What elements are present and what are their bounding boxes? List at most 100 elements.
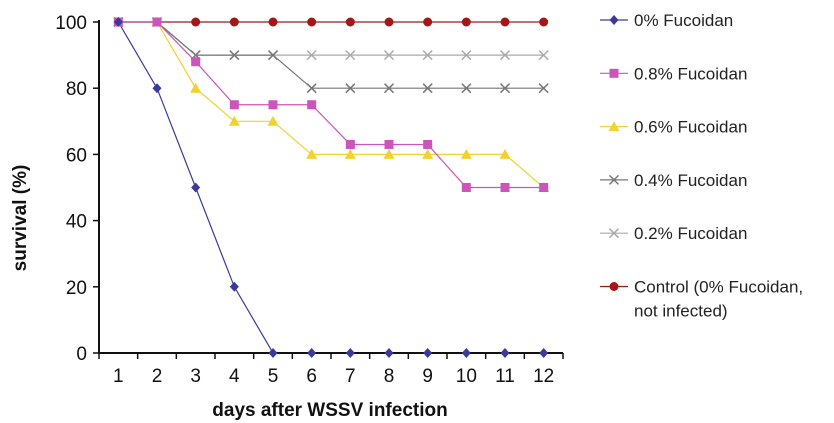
legend-marker	[609, 15, 619, 25]
x-marker-stroke	[345, 50, 356, 61]
series-line-0-2-fucoidan	[118, 21, 544, 56]
data-point-control-0-fucoidan	[191, 17, 201, 27]
data-point-0-8-fucoidan	[345, 139, 355, 149]
legend-marker	[608, 228, 620, 239]
legend-item-0-2-fucoidan: 0.2% Fucoidan	[600, 224, 747, 243]
legend-label: 0.4% Fucoidan	[634, 171, 747, 190]
data-point-control-0-fucoidan	[345, 17, 355, 27]
data-point-0-8-fucoidan	[268, 100, 278, 110]
data-point-0-6-fucoidan	[499, 148, 511, 159]
legend-label-line: 0.2% Fucoidan	[634, 224, 747, 243]
data-point-control-0-fucoidan	[539, 17, 549, 27]
y-tick-label: 60	[66, 145, 87, 166]
data-point-0-8-fucoidan	[461, 183, 471, 192]
data-point-control-0-fucoidan	[500, 17, 510, 27]
x-marker-stroke	[306, 50, 317, 61]
data-point-0-8-fucoidan	[539, 183, 549, 192]
data-point-0-8-fucoidan	[307, 100, 317, 110]
x-marker-stroke	[267, 50, 279, 61]
x-axis-title: days after WSSV infection	[212, 400, 447, 421]
legend-item-0-8-fucoidan: 0.8% Fucoidan	[600, 64, 747, 83]
legend-marker	[608, 121, 620, 132]
x-tick-label: 11	[495, 366, 515, 387]
x-tick-label: 1	[113, 366, 124, 387]
data-point-0-fucoidan	[345, 348, 355, 358]
legend-label: Control (0% Fucoidan, not infected)	[634, 278, 803, 321]
legend-label: 0.6% Fucoidan	[634, 118, 747, 137]
plot-area	[117, 21, 545, 354]
series-markers	[112, 16, 550, 358]
data-point-0-4-fucoidan	[422, 83, 433, 94]
data-point-0-6-fucoidan	[383, 148, 395, 159]
series-line-0-8-fucoidan	[118, 21, 544, 189]
data-point-0-8-fucoidan	[500, 183, 510, 192]
x-marker-stroke	[461, 50, 472, 61]
legend-marker	[609, 282, 619, 291]
legend-label: 0.2% Fucoidan	[634, 224, 747, 243]
legend-label: 0% Fucoidan	[634, 11, 733, 30]
data-point-0-8-fucoidan	[384, 139, 394, 149]
data-point-control-0-fucoidan	[384, 17, 394, 27]
x-tick-label: 5	[268, 366, 279, 387]
data-point-control-0-fucoidan	[229, 17, 239, 27]
x-marker-stroke	[499, 83, 511, 94]
data-point-0-2-fucoidan	[345, 50, 356, 61]
data-point-0-4-fucoidan	[383, 83, 395, 94]
data-point-0-4-fucoidan	[306, 83, 317, 94]
data-point-control-0-fucoidan	[423, 17, 433, 27]
y-tick-label: 100	[55, 13, 87, 34]
x-tick-label: 10	[456, 366, 477, 387]
legend-label-line: 0% Fucoidan	[634, 11, 733, 30]
data-point-control-0-fucoidan	[461, 17, 471, 27]
data-point-0-6-fucoidan	[306, 148, 318, 159]
legend-label-line: Control (0% Fucoidan,	[634, 278, 803, 297]
x-marker-stroke	[538, 83, 549, 94]
legend-label-line: 0.8% Fucoidan	[634, 64, 747, 83]
x-marker-stroke	[538, 50, 549, 61]
legend-label-line: not infected)	[634, 302, 728, 321]
data-point-0-6-fucoidan	[344, 148, 356, 159]
data-point-0-8-fucoidan	[229, 100, 239, 110]
data-point-0-2-fucoidan	[461, 50, 472, 61]
x-marker-stroke	[383, 50, 395, 61]
x-marker-stroke	[422, 50, 433, 61]
data-point-0-4-fucoidan	[461, 83, 472, 94]
x-marker-stroke	[306, 83, 317, 94]
data-point-0-8-fucoidan	[152, 17, 162, 27]
x-tick-label: 4	[229, 366, 240, 387]
data-point-0-4-fucoidan	[229, 50, 240, 61]
y-tick-label: 0	[76, 344, 87, 365]
data-point-0-2-fucoidan	[538, 50, 549, 61]
x-marker-stroke	[499, 50, 511, 61]
data-point-0-fucoidan	[539, 348, 549, 358]
x-marker-stroke	[608, 228, 620, 239]
data-point-0-fucoidan	[113, 17, 123, 27]
y-axis-title: survival (%)	[10, 165, 31, 272]
data-point-0-fucoidan	[500, 348, 510, 358]
x-tick-label: 2	[152, 366, 163, 387]
data-point-0-fucoidan	[461, 348, 471, 358]
y-tick-label: 40	[66, 212, 87, 233]
legend-item-0-6-fucoidan: 0.6% Fucoidan	[600, 118, 747, 137]
data-point-0-fucoidan	[268, 348, 278, 358]
data-point-0-4-fucoidan	[538, 83, 549, 94]
legend-item-0-fucoidan: 0% Fucoidan	[600, 11, 733, 30]
series-line-0-6-fucoidan	[118, 21, 545, 188]
data-point-0-8-fucoidan	[191, 57, 201, 67]
data-point-0-4-fucoidan	[267, 50, 279, 61]
x-marker-stroke	[422, 83, 433, 94]
data-point-0-2-fucoidan	[306, 50, 317, 61]
legend: 0% Fucoidan 0.8% Fucoidan 0.6% Fucoidan 0.4…	[600, 11, 803, 321]
data-point-0-fucoidan	[229, 281, 239, 292]
legend-label-line: 0.4% Fucoidan	[634, 171, 747, 190]
data-point-0-6-fucoidan	[422, 148, 434, 159]
y-tick-label: 20	[66, 278, 87, 299]
y-tick-label: 80	[66, 79, 87, 100]
x-tick-label: 3	[190, 366, 201, 387]
x-marker-stroke	[608, 174, 620, 185]
legend-label-line: 0.6% Fucoidan	[634, 118, 747, 137]
data-point-0-fucoidan	[384, 348, 394, 358]
legend-item-control-0-fucoidan: Control (0% Fucoidan, not infected)	[600, 278, 803, 321]
